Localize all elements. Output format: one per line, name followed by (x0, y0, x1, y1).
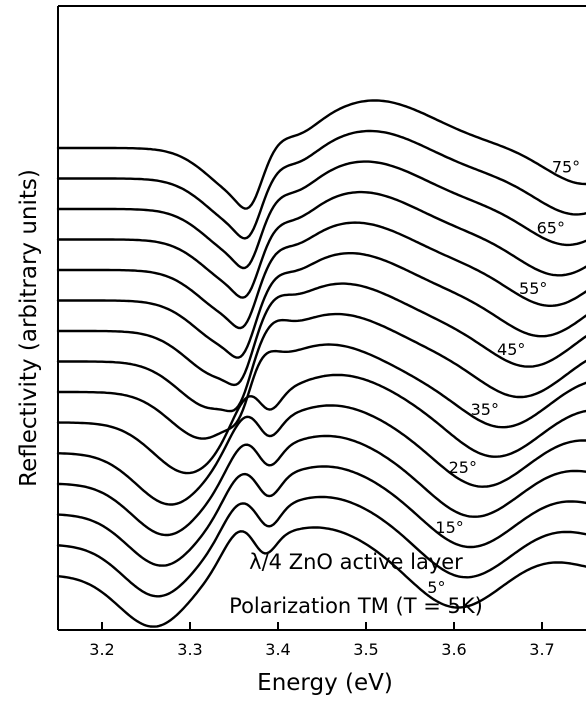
annotation-layer: λ/4 ZnO active layer (249, 550, 463, 574)
x-ticks-group: 3.2 3.3 3.4 3.5 3.6 3.7 (89, 622, 555, 659)
series-angle-label: 35° (471, 400, 499, 419)
series-line (56, 190, 586, 299)
x-tick-label: 3.6 (441, 640, 466, 659)
annotation-polarization: Polarization TM (T = 5K) (229, 594, 483, 618)
series-angle-label: 55° (519, 279, 547, 298)
series-line (56, 404, 586, 506)
series-line (56, 526, 586, 628)
series-line (56, 99, 586, 210)
series-line (56, 252, 586, 359)
series-angle-label: 75° (552, 158, 580, 177)
x-tick-label: 3.5 (353, 640, 378, 659)
y-axis-title: Reflectivity (arbitrary units) (16, 169, 42, 487)
series-line (56, 221, 586, 330)
series-line (56, 343, 586, 440)
series-line (56, 373, 586, 475)
series-angle-label: 25° (449, 458, 477, 477)
x-tick-label: 3.7 (529, 640, 554, 659)
series-line (56, 312, 586, 413)
x-tick-label: 3.4 (265, 640, 290, 659)
series-angle-label: 5° (427, 578, 445, 597)
series-angle-label: 65° (537, 218, 565, 237)
curves-group (56, 99, 586, 628)
series-line (56, 282, 586, 387)
series-line (56, 434, 586, 537)
series-line (56, 129, 586, 240)
series-line (56, 465, 586, 567)
series-angle-label: 45° (497, 340, 525, 359)
series-line (56, 495, 586, 598)
x-tick-label: 3.3 (177, 640, 202, 659)
x-tick-label: 3.2 (89, 640, 114, 659)
series-line (56, 160, 586, 270)
x-axis-title: Energy (eV) (257, 670, 393, 696)
angle-labels-group: 5° 15° 25° 35° 45° 55° 65° 75° (427, 158, 580, 597)
series-angle-label: 15° (435, 518, 463, 537)
